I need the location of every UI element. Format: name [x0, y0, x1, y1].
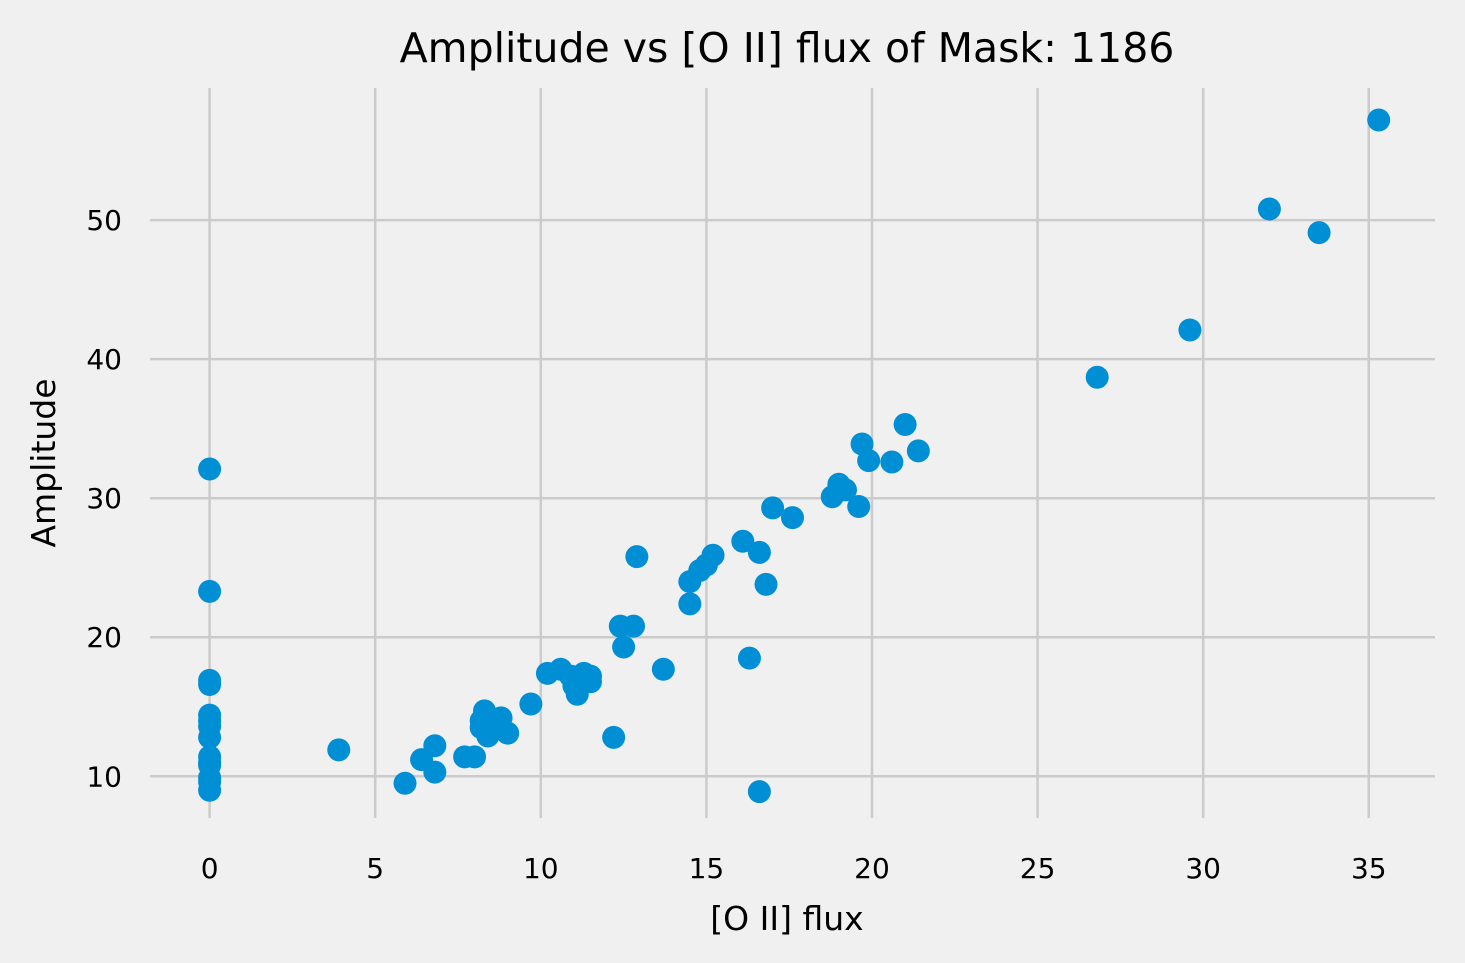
x-tick-label: 20	[854, 852, 890, 885]
data-point	[423, 760, 447, 784]
data-point	[496, 721, 520, 745]
data-point	[1367, 108, 1391, 132]
data-point	[1178, 318, 1202, 342]
data-point	[423, 734, 447, 758]
data-point	[463, 745, 487, 769]
y-tick-label: 10	[86, 760, 122, 793]
x-tick-label: 15	[689, 852, 725, 885]
data-point	[857, 449, 881, 473]
data-point	[612, 635, 636, 659]
data-point	[625, 545, 649, 569]
data-point	[1257, 197, 1281, 221]
data-point	[781, 506, 804, 530]
x-tick-label: 30	[1185, 852, 1221, 885]
data-point	[731, 529, 755, 553]
data-point	[198, 725, 222, 749]
data-point	[393, 771, 417, 795]
y-tick-label: 30	[86, 482, 122, 515]
x-tick-label: 25	[1020, 852, 1056, 885]
data-point	[1307, 221, 1331, 245]
data-point	[519, 692, 543, 716]
data-point	[198, 673, 222, 697]
data-point	[198, 457, 222, 481]
data-point	[622, 614, 646, 638]
data-point	[833, 478, 857, 502]
x-tick-label: 35	[1351, 852, 1387, 885]
y-axis-label: Amplitude	[24, 378, 63, 547]
data-points	[198, 108, 1391, 804]
data-point	[906, 439, 930, 463]
data-point	[327, 738, 351, 762]
data-point	[754, 572, 778, 596]
data-point	[198, 579, 222, 603]
x-tick-label: 10	[523, 852, 559, 885]
data-point	[678, 592, 702, 616]
data-point	[737, 646, 761, 670]
data-point	[701, 543, 725, 567]
data-point	[893, 412, 917, 436]
x-tick-label: 5	[366, 852, 384, 885]
x-tick-label: 0	[201, 852, 219, 885]
data-point	[602, 725, 626, 749]
data-point	[578, 664, 602, 688]
data-point	[747, 540, 771, 564]
data-point	[1085, 365, 1109, 389]
tick-labels: 0 5 10 15 20 25 30 35 10 20 30 40 50	[86, 204, 1386, 885]
chart-title: Amplitude vs [O II] flux of Mask: 1186	[400, 24, 1175, 72]
y-tick-label: 20	[86, 621, 122, 654]
data-point	[761, 496, 785, 520]
data-point	[651, 657, 675, 681]
y-tick-label: 40	[86, 343, 122, 376]
y-tick-label: 50	[86, 204, 122, 237]
x-axis-label: [O II] flux	[710, 899, 863, 938]
data-point	[880, 450, 904, 474]
data-point	[847, 495, 871, 519]
data-point	[198, 778, 222, 802]
data-point	[747, 780, 771, 804]
